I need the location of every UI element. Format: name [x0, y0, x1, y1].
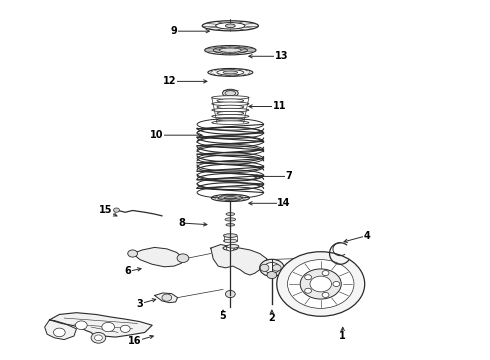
Text: 2: 2 [269, 313, 275, 323]
Circle shape [305, 275, 312, 280]
Ellipse shape [224, 197, 237, 199]
Ellipse shape [216, 23, 245, 29]
Ellipse shape [208, 68, 253, 76]
Circle shape [225, 291, 235, 298]
Ellipse shape [227, 244, 239, 248]
Ellipse shape [212, 108, 249, 112]
Ellipse shape [272, 265, 281, 271]
Circle shape [333, 282, 340, 287]
Polygon shape [155, 293, 177, 303]
Ellipse shape [213, 47, 247, 53]
Circle shape [75, 321, 87, 329]
Ellipse shape [222, 89, 238, 97]
Text: 4: 4 [364, 231, 370, 240]
Circle shape [128, 250, 138, 257]
Ellipse shape [205, 45, 256, 55]
Text: 11: 11 [272, 102, 286, 112]
Text: 16: 16 [128, 336, 142, 346]
Ellipse shape [217, 111, 244, 115]
Text: 8: 8 [178, 218, 185, 228]
Ellipse shape [223, 234, 237, 237]
Polygon shape [211, 244, 267, 275]
Circle shape [288, 260, 354, 309]
Ellipse shape [217, 118, 244, 121]
Circle shape [267, 271, 277, 279]
Ellipse shape [212, 121, 249, 125]
Text: 14: 14 [277, 198, 291, 208]
Circle shape [300, 269, 341, 299]
Ellipse shape [212, 96, 249, 99]
Circle shape [322, 271, 329, 276]
Ellipse shape [220, 48, 242, 52]
Circle shape [95, 335, 102, 341]
Ellipse shape [211, 194, 249, 202]
Ellipse shape [260, 259, 284, 276]
Ellipse shape [217, 99, 244, 103]
Ellipse shape [212, 114, 249, 118]
Ellipse shape [225, 91, 236, 96]
Text: 13: 13 [275, 51, 289, 61]
Circle shape [121, 325, 130, 332]
Polygon shape [45, 320, 76, 339]
Ellipse shape [218, 195, 243, 200]
Text: 6: 6 [124, 266, 131, 276]
Text: 9: 9 [171, 26, 177, 36]
Circle shape [114, 208, 120, 212]
Text: 3: 3 [137, 299, 143, 309]
Circle shape [177, 254, 189, 262]
Ellipse shape [225, 24, 235, 28]
Circle shape [310, 276, 331, 292]
Ellipse shape [264, 262, 280, 273]
Text: 7: 7 [286, 171, 293, 181]
Circle shape [91, 332, 106, 343]
Ellipse shape [225, 218, 236, 221]
Ellipse shape [223, 71, 238, 74]
Text: 5: 5 [220, 311, 226, 321]
Ellipse shape [217, 70, 244, 75]
Text: 15: 15 [99, 206, 113, 216]
Ellipse shape [223, 239, 237, 243]
Text: 10: 10 [150, 130, 164, 140]
Ellipse shape [217, 105, 244, 109]
Polygon shape [49, 313, 152, 337]
Polygon shape [133, 247, 184, 267]
Ellipse shape [223, 246, 238, 250]
Ellipse shape [202, 21, 258, 31]
Circle shape [162, 294, 172, 301]
Circle shape [226, 245, 234, 251]
Ellipse shape [212, 102, 249, 105]
Circle shape [53, 328, 65, 337]
Text: 1: 1 [340, 331, 346, 341]
Circle shape [322, 292, 329, 297]
Circle shape [305, 288, 312, 293]
Circle shape [277, 252, 365, 316]
Ellipse shape [226, 224, 235, 226]
Circle shape [102, 322, 115, 332]
Text: 12: 12 [163, 76, 176, 86]
Ellipse shape [260, 264, 269, 271]
Ellipse shape [226, 213, 235, 216]
